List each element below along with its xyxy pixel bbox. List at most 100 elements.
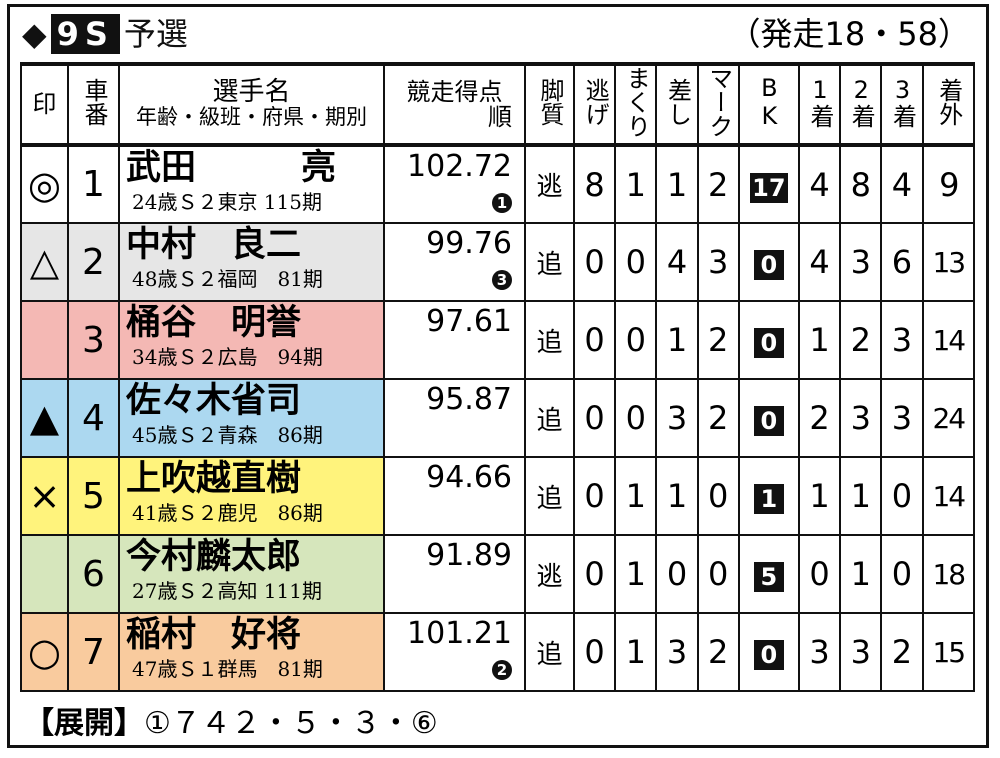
count-p3-value: 3 — [891, 321, 913, 359]
table-row: ▲ 4 佐々木省司 45歳Ｓ２青森 86期 95.87 追 0 0 3 2 0 2 3 3 24 — [20, 378, 976, 458]
count-makuri: 1 — [614, 534, 658, 614]
race-title: ◆ 9S 予選 — [22, 14, 188, 54]
count-sashi-value: 1 — [666, 165, 688, 204]
count-p3-value: 0 — [891, 477, 913, 515]
score: 95.87 — [426, 382, 512, 417]
running-style: 追 — [524, 456, 575, 536]
count-sashi: 3 — [655, 612, 699, 692]
score: 97.61 — [426, 304, 512, 339]
count-makuri-value: 1 — [625, 633, 646, 671]
score: 94.66 — [426, 460, 512, 495]
count-nige-value: 8 — [584, 165, 605, 204]
count-out: 24 — [921, 378, 976, 458]
count-mark_c-value: 0 — [708, 555, 729, 593]
rider-name: 武田 亮 — [126, 148, 337, 188]
start-time: （発走18・58） — [728, 15, 970, 53]
count-out-value: 14 — [932, 323, 966, 357]
col-mark-count: マーク — [696, 62, 740, 146]
col-mark: 印 — [20, 62, 69, 146]
mark-symbol-value: × — [28, 474, 61, 518]
count-p2: 3 — [839, 612, 883, 692]
count-p1-value: 4 — [809, 165, 830, 204]
count-p1-value: 0 — [809, 555, 830, 593]
col-score: 競走得点順 — [383, 62, 526, 146]
col-second-label: 2着 — [847, 76, 876, 128]
col-name-label: 選手名 — [212, 76, 291, 107]
count-makuri-value: 1 — [625, 555, 646, 593]
rider-name: 佐々木省司 — [126, 381, 302, 421]
count-nige: 8 — [572, 144, 617, 224]
bike-number: 4 — [67, 378, 120, 458]
diamond-icon: ◆ — [22, 15, 47, 53]
count-sashi: 0 — [655, 534, 699, 614]
col-bk-label: BK — [755, 74, 784, 130]
count-nige: 0 — [572, 378, 617, 458]
count-p1: 4 — [797, 222, 842, 302]
count-p2: 1 — [839, 534, 883, 614]
mark-symbol-value: ○ — [27, 630, 62, 674]
col-info-label: 年齢・級班・府県・期別 — [136, 104, 367, 129]
table-row: ◎ 1 武田 亮 24歳Ｓ２東京 115期 102.72 1 逃 8 1 1 2 17 4 8 4 9 — [20, 144, 976, 224]
rider-cell: 佐々木省司 45歳Ｓ２青森 86期 — [118, 378, 385, 458]
score: 102.72 — [407, 149, 512, 184]
count-nige-value: 0 — [584, 243, 605, 281]
count-p2-value: 1 — [850, 555, 871, 593]
rider-info: 34歳Ｓ２広島 94期 — [132, 345, 323, 369]
count-nige-value: 0 — [584, 477, 605, 515]
count-mark_c: 0 — [696, 456, 740, 536]
count-p3: 3 — [880, 300, 924, 380]
count-makuri: 0 — [614, 378, 658, 458]
bike-number-value: 2 — [82, 241, 105, 283]
col-bk: BK — [737, 62, 800, 146]
col-first: 1着 — [797, 62, 842, 146]
bike-number-value: 7 — [82, 631, 105, 673]
bk-count: 17 — [737, 144, 800, 224]
col-name: 選手名 年齢・級班・府県・期別 — [118, 62, 385, 146]
col-number-label: 車番 — [80, 78, 108, 126]
count-out-value: 9 — [939, 165, 959, 204]
bike-number: 7 — [67, 612, 120, 692]
count-out: 15 — [921, 612, 976, 692]
table-row: △ 2 中村 良二 48歳Ｓ２福岡 81期 99.76 3 追 0 0 4 3 0 4 3 6 13 — [20, 222, 976, 302]
count-p1: 0 — [797, 534, 842, 614]
rider-info: 48歳Ｓ２福岡 81期 — [132, 267, 323, 291]
count-mark_c-value: 2 — [708, 165, 729, 204]
count-out-value: 13 — [932, 245, 966, 279]
rider-name: 上吹越直樹 — [126, 459, 302, 499]
count-mark_c-value: 3 — [708, 243, 729, 281]
bike-number: 5 — [67, 456, 120, 536]
running-style-value: 逃 — [536, 561, 563, 592]
count-mark_c-value: 2 — [708, 399, 729, 437]
mark-symbol: △ — [20, 222, 69, 302]
prediction-line: 【展開】①７４２・５・３・⑥ — [24, 704, 438, 744]
bk-count-value: 0 — [753, 328, 784, 358]
count-out-value: 18 — [932, 557, 966, 591]
count-sashi-value: 4 — [666, 243, 688, 281]
count-mark_c: 0 — [696, 534, 740, 614]
race-type: 予選 — [123, 15, 188, 53]
score-cell: 101.21 2 — [383, 612, 526, 692]
col-makuri-label: まくり — [622, 66, 651, 138]
count-out: 18 — [921, 534, 976, 614]
rider-info: 24歳Ｓ２東京 115期 — [132, 190, 322, 214]
col-rank-label: 順 — [488, 102, 512, 131]
bike-number: 2 — [67, 222, 120, 302]
count-makuri: 0 — [614, 222, 658, 302]
count-makuri: 1 — [614, 144, 658, 224]
count-sashi: 1 — [655, 144, 699, 224]
count-p2: 3 — [839, 222, 883, 302]
count-out-value: 14 — [932, 479, 966, 513]
mark-symbol: ○ — [20, 612, 69, 692]
running-style: 追 — [524, 378, 575, 458]
rider-cell: 上吹越直樹 41歳Ｓ２鹿児 86期 — [118, 456, 385, 536]
score-cell: 94.66 — [383, 456, 526, 536]
count-makuri-value: 1 — [625, 165, 646, 204]
count-nige: 0 — [572, 612, 617, 692]
mark-symbol — [20, 300, 69, 380]
running-style-value: 追 — [536, 483, 563, 514]
count-sashi: 3 — [655, 378, 699, 458]
rider-name: 稲村 好将 — [126, 615, 302, 655]
count-mark_c: 2 — [696, 144, 740, 224]
count-out-value: 15 — [932, 635, 966, 669]
count-p3: 0 — [880, 456, 924, 536]
